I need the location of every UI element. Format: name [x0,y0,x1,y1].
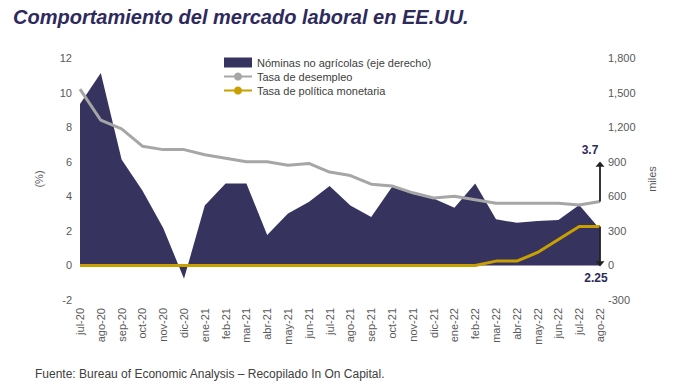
svg-text:ene-22: ene-22 [448,308,460,342]
svg-text:jun-22: jun-22 [552,308,564,340]
svg-text:mar-22: mar-22 [490,308,502,343]
svg-text:4: 4 [66,190,72,202]
svg-text:jul-20: jul-20 [74,308,86,336]
svg-text:1,500: 1,500 [608,87,636,99]
svg-text:0: 0 [66,259,72,271]
svg-text:900: 900 [608,156,626,168]
svg-text:8: 8 [66,121,72,133]
svg-text:-300: -300 [608,294,630,306]
svg-text:ago-20: ago-20 [95,308,107,342]
svg-text:Nóminas no agrícolas (eje dere: Nóminas no agrícolas (eje derecho) [257,57,431,69]
svg-text:nov-21: nov-21 [407,308,419,342]
svg-text:abr-21: abr-21 [261,308,273,340]
svg-text:dic-20: dic-20 [178,308,190,338]
svg-text:miles: miles [646,166,658,192]
svg-text:mar-21: mar-21 [240,308,252,343]
svg-text:600: 600 [608,190,626,202]
svg-text:abr-22: abr-22 [511,308,523,340]
svg-text:Tasa de desempleo: Tasa de desempleo [257,71,352,83]
svg-text:oct-21: oct-21 [386,308,398,339]
svg-text:may-21: may-21 [282,308,294,345]
svg-text:feb-22: feb-22 [469,308,481,339]
svg-text:12: 12 [60,52,72,64]
svg-text:1,800: 1,800 [608,52,636,64]
svg-text:2: 2 [66,225,72,237]
svg-text:Tasa de política monetaria: Tasa de política monetaria [257,85,386,97]
svg-text:6: 6 [66,156,72,168]
svg-text:sep-20: sep-20 [116,308,128,342]
svg-text:Fuente: Bureau of Economic Ana: Fuente: Bureau of Economic Analysis – Re… [35,367,385,381]
svg-text:1,200: 1,200 [608,121,636,133]
svg-text:-2: -2 [62,294,72,306]
svg-text:3.7: 3.7 [582,143,599,157]
svg-text:2.25: 2.25 [584,271,608,285]
svg-text:Comportamiento del mercado lab: Comportamiento del mercado laboral en EE… [13,6,469,28]
svg-text:0: 0 [608,259,614,271]
svg-text:jun-21: jun-21 [303,308,315,340]
svg-text:ago-21: ago-21 [344,308,356,342]
svg-text:10: 10 [60,87,72,99]
svg-text:dic-21: dic-21 [428,308,440,338]
svg-text:sep-21: sep-21 [365,308,377,342]
svg-text:nov-20: nov-20 [157,308,169,342]
svg-text:oct-20: oct-20 [136,308,148,339]
svg-text:(%): (%) [33,170,45,187]
svg-text:300: 300 [608,225,626,237]
svg-text:may-22: may-22 [532,308,544,345]
svg-text:jul-22: jul-22 [573,308,585,336]
svg-text:jul-21: jul-21 [324,308,336,336]
svg-text:feb-21: feb-21 [220,308,232,339]
svg-text:ene-21: ene-21 [199,308,211,342]
svg-text:ago-22: ago-22 [594,308,606,342]
